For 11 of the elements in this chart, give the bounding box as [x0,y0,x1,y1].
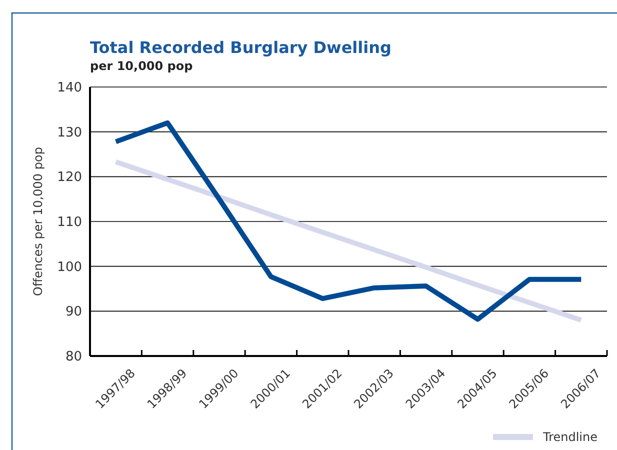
legend-label: Trendline [542,430,598,444]
y-tick-label: 90 [65,304,82,320]
y-tick-label: 120 [57,170,82,186]
y-axis-title: Offences per 10,000 pop [31,147,45,296]
chart-title: Total Recorded Burglary Dwelling [90,38,392,57]
y-tick-label: 80 [65,350,82,365]
y-tick-label: 130 [57,125,82,140]
y-tick-label: 110 [57,215,82,230]
y-tick-label: 140 [57,80,82,96]
chart-subtitle: per 10,000 pop [90,59,194,73]
y-tick-label: 100 [57,260,82,275]
